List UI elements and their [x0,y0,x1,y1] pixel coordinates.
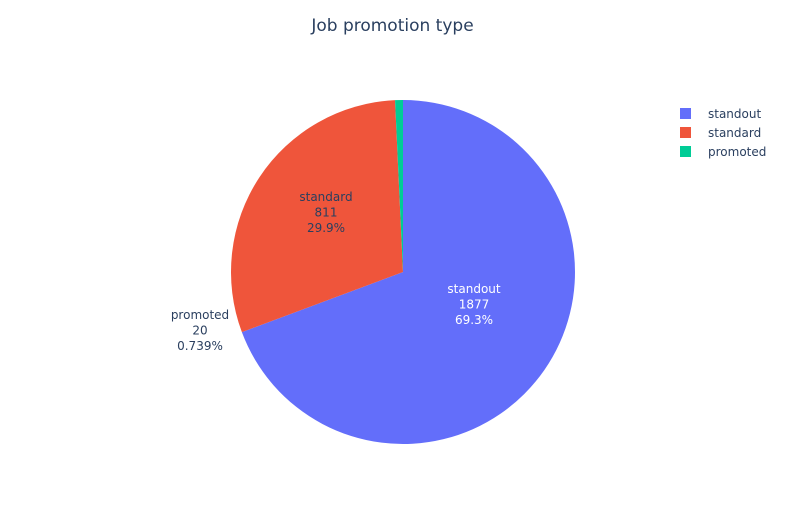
slice-label-line: 20 [192,324,207,338]
legend-label: promoted [708,144,767,159]
chart-title: Job promotion type [311,16,474,36]
pie-slice-standout[interactable] [241,100,575,445]
slice-label-line: promoted [171,308,229,322]
legend-label: standout [708,106,762,121]
legend-item-promoted[interactable]: promoted [680,142,766,161]
legend-item-standout[interactable]: standout [680,104,766,123]
slice-label-promoted: promoted 200.739% [171,308,229,353]
legend: standout standard promoted [680,104,766,161]
slice-label-line: 69.3% [455,313,493,327]
legend-label: standard [708,125,762,140]
legend-swatch [680,127,691,138]
slice-label-line: 29.9% [307,221,345,235]
slice-label-line: 1877 [459,298,490,312]
legend-item-standard[interactable]: standard [680,123,766,142]
pie-slice-promoted[interactable] [395,100,403,272]
slice-label-line: 811 [315,206,338,220]
pie-slice-standard[interactable] [230,100,403,333]
slice-label-line: 0.739% [177,339,223,353]
slice-label-line: standard [299,190,352,204]
slice-label-line: standout [447,282,500,296]
legend-swatch [680,146,691,157]
legend-swatch [680,108,691,119]
